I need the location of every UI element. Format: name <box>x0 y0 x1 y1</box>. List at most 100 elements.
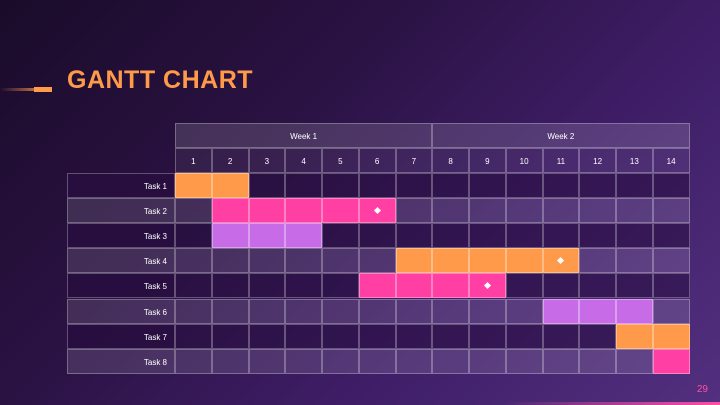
gantt-cell <box>322 173 359 199</box>
gantt-cell <box>285 323 322 349</box>
task-bar-cell <box>652 348 690 374</box>
gantt-cell <box>505 348 543 374</box>
gantt-cell <box>542 273 580 299</box>
task-label: Task 4 <box>67 248 175 274</box>
gantt-cell <box>469 173 506 199</box>
gantt-cell <box>579 323 616 349</box>
gantt-cell <box>175 348 212 374</box>
slide-title: GANTT CHART <box>67 66 254 94</box>
task-bar-cell <box>505 248 543 274</box>
gantt-cell <box>432 298 469 324</box>
task-bar-cell <box>322 198 359 224</box>
gantt-cell <box>285 273 322 299</box>
gantt-cell <box>175 198 212 224</box>
gantt-cell <box>175 223 212 249</box>
task-bar-cell <box>211 223 249 249</box>
page-number: 29 <box>696 384 708 395</box>
task-bar-cell <box>469 248 506 274</box>
gantt-cell <box>358 173 396 199</box>
gantt-cell <box>579 273 616 299</box>
gantt-cell <box>211 248 249 274</box>
gantt-cell <box>322 323 359 349</box>
day-header: 13 <box>616 148 653 173</box>
gantt-cell <box>542 323 580 349</box>
gantt-cell <box>395 173 433 199</box>
task-bar-cell <box>542 298 580 324</box>
gantt-cell <box>579 248 616 274</box>
gantt-cell <box>469 223 506 249</box>
week-header: Week 1 <box>175 123 433 148</box>
task-label: Task 8 <box>67 348 175 374</box>
gantt-cell <box>248 273 286 299</box>
task-bar-cell <box>248 198 286 224</box>
gantt-cell <box>248 248 286 274</box>
gantt-cell <box>175 273 212 299</box>
week-header: Week 2 <box>432 123 690 148</box>
gantt-cell <box>469 323 506 349</box>
task-label: Task 1 <box>67 173 175 199</box>
gantt-cell <box>616 223 653 249</box>
day-header: 14 <box>652 148 690 173</box>
gantt-cell <box>652 198 690 224</box>
gantt-cell <box>542 198 580 224</box>
gantt-cell <box>322 248 359 274</box>
gantt-cell <box>322 273 359 299</box>
day-header: 10 <box>505 148 543 173</box>
gantt-cell <box>505 198 543 224</box>
gantt-cell <box>395 348 433 374</box>
task-bar-cell <box>432 248 469 274</box>
gantt-cell <box>432 323 469 349</box>
gantt-cell <box>248 323 286 349</box>
gantt-cell <box>432 173 469 199</box>
task-bar-cell <box>211 173 249 199</box>
gantt-cell <box>432 223 469 249</box>
gantt-cell <box>211 348 249 374</box>
gantt-cell <box>285 248 322 274</box>
gantt-cell <box>616 198 653 224</box>
gantt-cell <box>211 323 249 349</box>
gantt-cell <box>616 173 653 199</box>
gantt-cell <box>616 248 653 274</box>
gantt-cell <box>395 298 433 324</box>
day-header: 1 <box>175 148 212 173</box>
task-label: Task 7 <box>67 323 175 349</box>
gantt-cell <box>358 248 396 274</box>
gantt-cell <box>322 223 359 249</box>
gantt-cell <box>579 173 616 199</box>
day-header: 6 <box>358 148 396 173</box>
gantt-cell <box>285 298 322 324</box>
gantt-cell <box>432 198 469 224</box>
gantt-cell <box>211 273 249 299</box>
day-header: 8 <box>432 148 469 173</box>
gantt-cell <box>395 323 433 349</box>
bottom-accent-bar <box>0 402 720 405</box>
task-bar-cell <box>652 323 690 349</box>
gantt-cell <box>395 198 433 224</box>
gantt-cell <box>505 323 543 349</box>
gantt-cell <box>285 173 322 199</box>
gantt-cell <box>542 348 580 374</box>
gantt-cell <box>579 198 616 224</box>
gantt-cell <box>358 348 396 374</box>
gantt-cell <box>616 348 653 374</box>
day-header: 11 <box>542 148 580 173</box>
day-header: 4 <box>285 148 322 173</box>
task-bar-cell <box>579 298 616 324</box>
gantt-cell <box>542 173 580 199</box>
task-label: Task 5 <box>67 273 175 299</box>
task-bar-cell <box>616 298 653 324</box>
gantt-cell <box>652 298 690 324</box>
day-header: 3 <box>248 148 286 173</box>
task-bar-cell <box>285 223 322 249</box>
gantt-cell <box>469 298 506 324</box>
gantt-cell <box>469 348 506 374</box>
gantt-cell <box>248 298 286 324</box>
gantt-cell <box>395 223 433 249</box>
task-bar-cell <box>358 273 396 299</box>
gantt-cell <box>248 348 286 374</box>
day-header: 12 <box>579 148 616 173</box>
gantt-cell <box>285 348 322 374</box>
task-bar-cell <box>432 273 469 299</box>
gantt-cell <box>579 348 616 374</box>
